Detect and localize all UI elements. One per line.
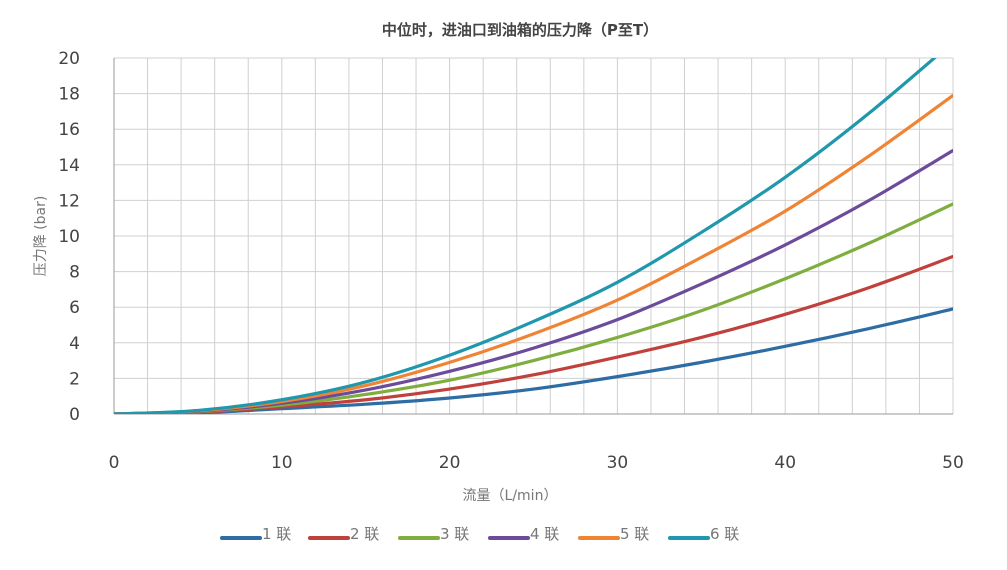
legend-label-3: 3 联 bbox=[440, 525, 469, 543]
series-lines bbox=[114, 58, 953, 414]
legend-label-1: 1 联 bbox=[262, 525, 291, 543]
legend-label-6: 6 联 bbox=[710, 525, 739, 543]
y-axis-label: 压力降 (bar) bbox=[33, 196, 49, 277]
x-axis-label: 流量（L/min） bbox=[463, 488, 558, 504]
y-tick-label: 6 bbox=[69, 298, 80, 318]
x-tick-label: 10 bbox=[271, 453, 293, 473]
legend-label-4: 4 联 bbox=[530, 525, 559, 543]
y-tick-label: 10 bbox=[58, 227, 80, 247]
chart-title: 中位时，进油口到油箱的压力降（P至T） bbox=[382, 21, 658, 39]
y-tick-label: 8 bbox=[69, 263, 80, 283]
series-line-3 bbox=[114, 202, 953, 414]
series-line-6 bbox=[114, 58, 937, 414]
x-tick-label: 30 bbox=[607, 453, 629, 473]
x-tick-label: 0 bbox=[109, 453, 120, 473]
y-tick-label: 4 bbox=[69, 334, 80, 354]
x-tick-label: 20 bbox=[439, 453, 461, 473]
legend-label-2: 2 联 bbox=[350, 525, 379, 543]
legend: 1 联 2 联 3 联 4 联 5 联 6 联 bbox=[220, 525, 739, 543]
tick-labels: 0 2 4 6 8 10 12 14 16 18 20 0 10 20 30 40 50 bbox=[58, 49, 963, 473]
y-tick-label: 14 bbox=[58, 156, 80, 176]
y-tick-label: 16 bbox=[58, 120, 80, 140]
series-line-5 bbox=[114, 93, 953, 414]
y-tick-label: 20 bbox=[58, 49, 80, 69]
x-tick-label: 50 bbox=[942, 453, 964, 473]
y-tick-label: 12 bbox=[58, 191, 80, 211]
legend-label-5: 5 联 bbox=[620, 525, 649, 543]
x-tick-label: 40 bbox=[774, 453, 796, 473]
y-tick-label: 2 bbox=[69, 369, 80, 389]
y-tick-label: 0 bbox=[69, 405, 80, 425]
y-tick-label: 18 bbox=[58, 85, 80, 105]
